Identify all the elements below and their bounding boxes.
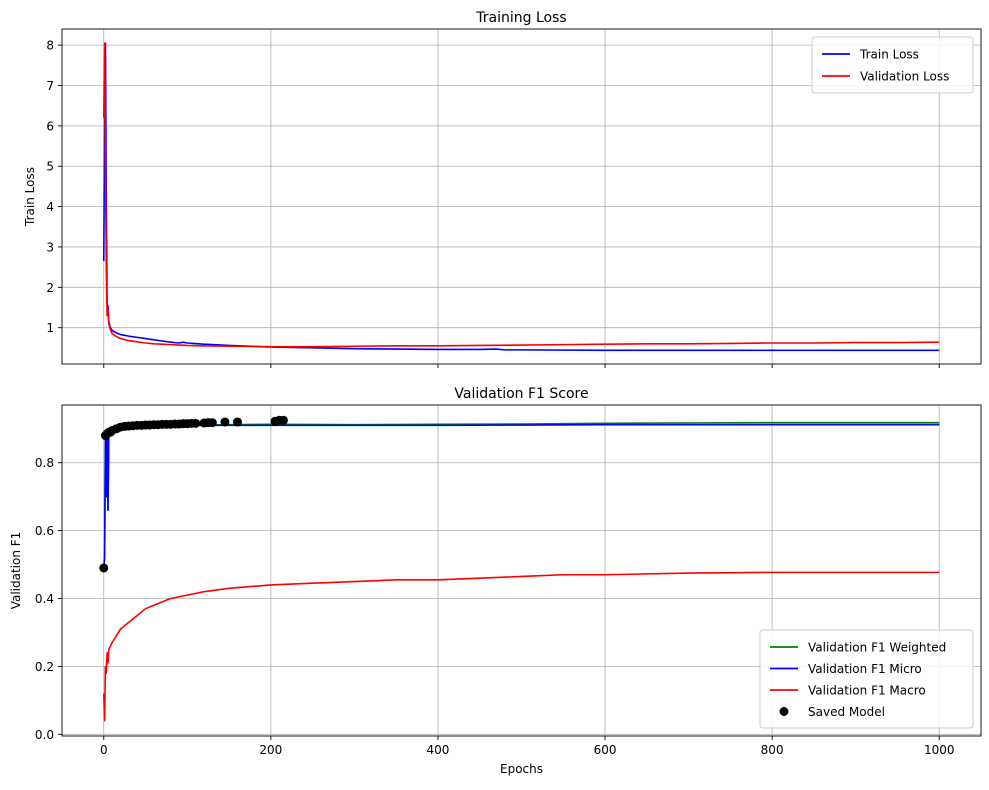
legend-entry: Train Loss [859, 48, 919, 62]
x-tick-label: 400 [427, 743, 450, 757]
training-loss-title: Training Loss [475, 10, 566, 26]
validation-loss-line [102, 42, 940, 348]
y-tick-label: 1 [46, 321, 54, 335]
training-loss-series [102, 42, 940, 352]
y-tick-label: 7 [46, 79, 54, 93]
legend-box [811, 36, 974, 94]
y-tick-label: 6 [46, 119, 54, 133]
y-axis-label: Train Loss [23, 167, 37, 227]
legend-entry: Validation F1 Macro [808, 684, 926, 698]
y-axis-label: Validation F1 [9, 532, 23, 610]
x-tick-label: 1000 [924, 743, 955, 757]
validation-f1-weighted-line [102, 421, 940, 569]
training-loss-legend: Train Loss Validation Loss [811, 36, 974, 94]
legend-entry: Validation F1 Weighted [808, 641, 946, 655]
validation-f1-micro-line [102, 423, 940, 569]
saved-model-point [220, 417, 230, 427]
y-tick-label: 0.6 [35, 524, 54, 538]
saved-model-point [278, 415, 288, 425]
y-tick-label: 4 [46, 200, 54, 214]
validation-f1-panel: 0 200 400 600 800 1000 0.0 0.2 0.4 0.6 0.8 Validati… [9, 386, 982, 776]
legend-box [759, 629, 974, 729]
x-tick-label: 600 [594, 743, 617, 757]
y-tick-label: 8 [46, 39, 54, 53]
y-tick-label: 5 [46, 160, 54, 174]
saved-model-point [191, 418, 201, 428]
validation-f1-score-title: Validation F1 Score [454, 386, 588, 402]
y-tick-label: 0.4 [35, 592, 54, 606]
validation-f1-score-series [99, 415, 940, 722]
legend-entry: Validation F1 Micro [808, 662, 922, 676]
x-tick-label: 0 [100, 743, 108, 757]
saved-model-point [99, 563, 109, 573]
legend-entry: Validation Loss [860, 70, 949, 84]
legend-entry: Saved Model [808, 705, 885, 719]
training-loss-frame [61, 28, 982, 365]
legend-marker [779, 707, 789, 716]
y-tick-label: 0.0 [35, 728, 54, 742]
validation-f1-macro-line [102, 571, 940, 722]
validation-f1-score-legend: Validation F1 Weighted Validation F1 Micr… [759, 629, 974, 729]
saved-model-point [207, 418, 217, 428]
y-tick-label: 2 [46, 281, 54, 295]
x-axis-label: Epochs [500, 762, 543, 776]
x-tick-label: 800 [761, 743, 784, 757]
y-tick-label: 0.2 [35, 660, 54, 674]
validation-f1-score-frame [61, 404, 982, 737]
saved-model-point [232, 417, 242, 427]
y-tick-label: 0.8 [35, 456, 54, 470]
y-tick-label: 3 [46, 240, 54, 254]
saved-model-points [99, 415, 288, 573]
x-tick-label: 200 [259, 743, 282, 757]
